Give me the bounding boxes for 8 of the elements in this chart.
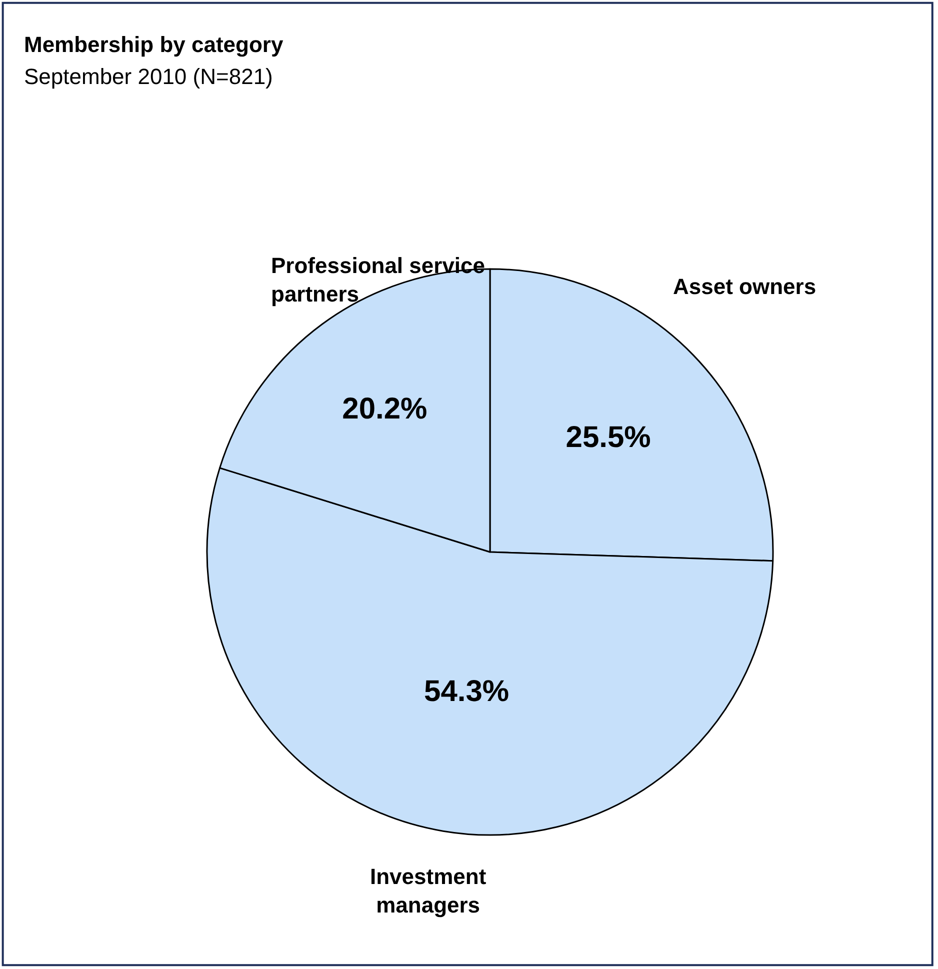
chart-subtitle: September 2010 (N=821) — [24, 64, 273, 89]
slice-label: Asset owners — [673, 274, 816, 299]
data-label: 25.5% — [566, 420, 651, 454]
chart-title: Membership by category — [24, 32, 284, 57]
data-label: 20.2% — [342, 392, 428, 426]
slice-label: Professional service partners — [271, 253, 486, 307]
slice-label: Investment managers — [370, 864, 487, 918]
data-label: 54.3% — [424, 675, 510, 708]
